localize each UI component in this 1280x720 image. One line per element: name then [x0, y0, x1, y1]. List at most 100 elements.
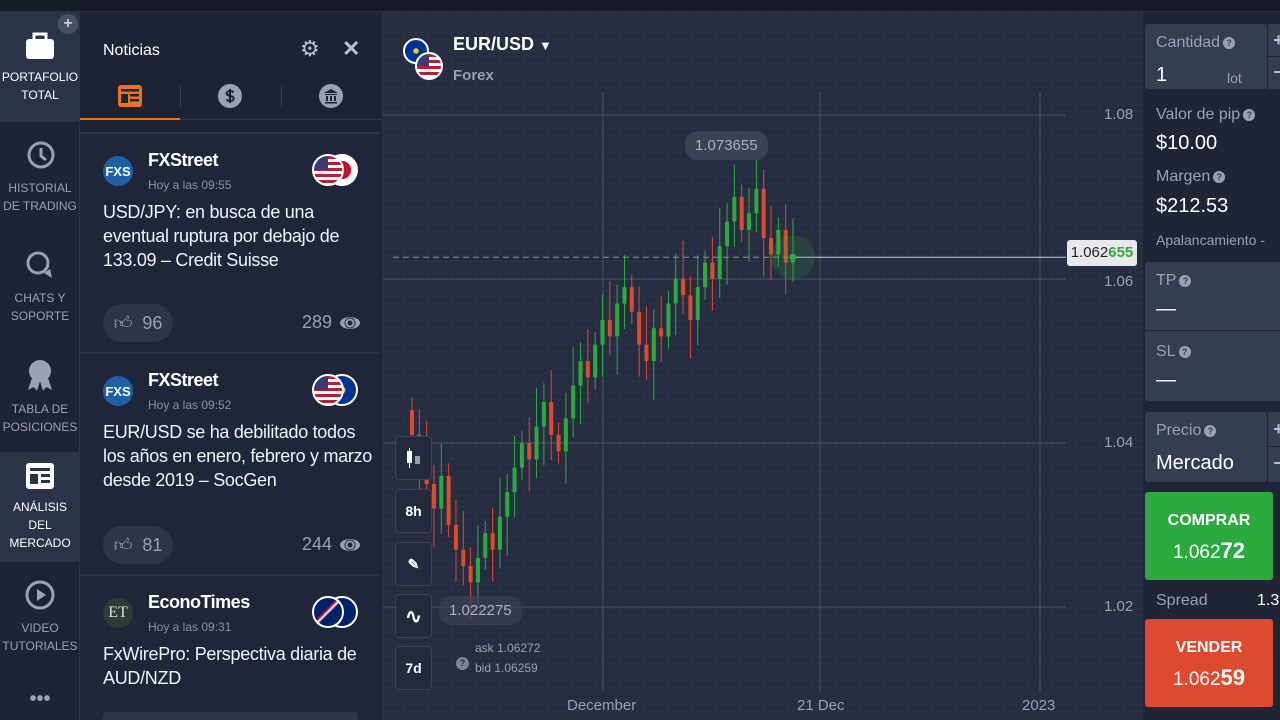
news-panel: Noticias ⚙ ✕ FXS FXStreet Hoy a las 09:5… — [80, 12, 383, 720]
like-button[interactable]: 👍︎ 96 — [103, 304, 173, 342]
asset-selector[interactable]: EUR/USD ▼ — [453, 34, 552, 55]
sidebar-item-history[interactable]: HISTORIAL DE TRADING — [0, 122, 80, 232]
candle-body — [556, 434, 561, 452]
help-icon[interactable]: ? — [1223, 36, 1236, 49]
tab-institutions[interactable] — [281, 72, 381, 120]
margin-label: Margen — [1156, 168, 1211, 185]
candle-body — [688, 295, 693, 320]
candle-body — [673, 279, 678, 304]
candle-body — [769, 238, 774, 255]
indicators-button[interactable]: ∿ — [395, 594, 432, 638]
sidebar-item-label: CHATS Y SOPORTE — [10, 291, 70, 323]
price-field[interactable]: Precio? Mercado — [1145, 412, 1267, 482]
leverage[interactable]: Apalancamiento - — [1156, 232, 1265, 248]
chart-type-button[interactable] — [395, 436, 432, 480]
candle-body — [461, 549, 466, 566]
chart-area[interactable]: EUR/USD ▼ Forex 1.073655 1.022275 8h ✎ ∿… — [383, 12, 1143, 720]
candle-body — [754, 188, 759, 214]
x-tick: 21 Dec — [797, 697, 845, 714]
ask-price: ask 1.06272 — [475, 641, 541, 655]
close-icon[interactable]: ✕ — [342, 36, 361, 61]
divider — [281, 86, 282, 108]
news-card[interactable]: FXS FXStreet Hoy a las 09:52 EUR/USD se … — [80, 352, 380, 574]
add-button[interactable]: + — [58, 14, 78, 34]
briefcase-icon — [26, 32, 54, 59]
sidebar-item-tutorials[interactable]: VIDEO TUTORIALES — [0, 562, 80, 672]
news-time: Hoy a las 09:31 — [148, 620, 232, 634]
candle-body — [490, 533, 495, 550]
stop-loss-field[interactable]: SL? — — [1145, 331, 1280, 401]
quantity-plus-button[interactable]: + — [1268, 24, 1280, 56]
x-tick: December — [567, 697, 637, 714]
news-image — [103, 712, 358, 720]
news-card[interactable]: FXS FXStreet Hoy a las 09:55 USD/JPY: en… — [80, 132, 380, 352]
candle-body — [776, 229, 781, 255]
buy-button[interactable]: COMPRAR 1.06272 — [1145, 492, 1273, 580]
sidebar-item-market-analysis[interactable]: ANÁLISIS DEL MERCADO — [0, 452, 80, 562]
take-profit-field[interactable]: TP? — — [1145, 262, 1280, 330]
tab-currency[interactable] — [180, 72, 280, 120]
candle-body — [732, 197, 737, 222]
tab-news[interactable] — [80, 72, 180, 120]
news-headline[interactable]: FxWirePro: Perspectiva diaria de AUD/NZD — [103, 644, 357, 688]
price-value[interactable]: Mercado — [1156, 452, 1234, 474]
news-headline[interactable]: EUR/USD se ha debilitado todos los años … — [103, 422, 372, 490]
like-button[interactable]: 👍︎ 81 — [103, 526, 173, 564]
buy-price-suffix: 72 — [1220, 538, 1246, 563]
currency-flags — [312, 154, 362, 188]
help-icon[interactable]: ? — [1243, 108, 1256, 121]
spread-value: 1.3 — [1257, 592, 1280, 609]
sidebar-item-leaderboard[interactable]: TABLA DE POSICIONES — [0, 342, 80, 452]
candle-body — [600, 320, 605, 345]
candle-body — [783, 229, 788, 263]
help-icon[interactable]: ? — [453, 655, 469, 673]
help-icon[interactable]: ? — [1179, 274, 1192, 287]
period-button[interactable]: 7d — [395, 646, 432, 690]
candle-body — [644, 344, 649, 361]
candle-body — [637, 311, 642, 345]
candle-body — [468, 566, 473, 583]
quantity-minus-button[interactable]: − — [1268, 57, 1280, 89]
draw-button[interactable]: ✎ — [395, 542, 432, 586]
candle-body — [651, 328, 656, 361]
flag-us-icon — [415, 52, 443, 80]
medal-icon — [28, 360, 52, 391]
candle-body — [534, 426, 539, 460]
more-button[interactable]: ••• — [29, 688, 51, 710]
chat-icon — [26, 251, 52, 278]
leverage-label: Apalancamiento — [1156, 232, 1257, 248]
pip-value: $10.00 — [1156, 132, 1218, 154]
thumbs-up-icon: 👍︎ — [113, 313, 133, 333]
divider — [180, 86, 181, 108]
help-icon[interactable]: ? — [1213, 170, 1226, 183]
quantity-field[interactable]: Cantidad? 1 lot — [1145, 24, 1267, 89]
current-price-tag: 1.062655 — [1067, 240, 1137, 266]
candle-body — [541, 402, 546, 427]
news-tabs — [80, 72, 382, 120]
like-count: 81 — [142, 534, 163, 555]
bank-icon — [319, 84, 343, 108]
view-count: 289 — [302, 312, 360, 333]
price-plus-button[interactable]: + — [1268, 412, 1280, 446]
flag-us-icon — [312, 154, 344, 186]
eye-icon — [340, 316, 360, 329]
news-card[interactable]: ET EconoTimes Hoy a las 09:31 FxWirePro:… — [80, 574, 380, 720]
current-price-dot — [789, 253, 797, 261]
candle-body — [593, 344, 598, 378]
candlestick-chart[interactable] — [383, 12, 1143, 720]
sidebar-item-chats[interactable]: CHATS Y SOPORTE — [0, 232, 80, 342]
sell-price: 1.06259 — [1145, 665, 1273, 691]
sell-price-prefix: 1.062 — [1172, 669, 1221, 690]
candle-body — [607, 320, 612, 337]
help-icon[interactable]: ? — [1178, 345, 1191, 358]
sell-button[interactable]: VENDER 1.06259 — [1145, 619, 1273, 707]
quantity-value[interactable]: 1 — [1156, 64, 1168, 86]
price-minus-button[interactable]: − — [1268, 447, 1280, 482]
candle-body — [431, 484, 436, 509]
timeframe-button[interactable]: 8h — [395, 489, 432, 533]
news-headline[interactable]: USD/JPY: en busca de una eventual ruptur… — [103, 202, 340, 270]
help-icon[interactable]: ? — [1204, 424, 1217, 437]
gear-icon[interactable]: ⚙ — [300, 36, 320, 61]
trade-panel: Cantidad? 1 lot + − Valor de pip? $10.00… — [1143, 12, 1280, 720]
views-number: 289 — [301, 312, 332, 332]
